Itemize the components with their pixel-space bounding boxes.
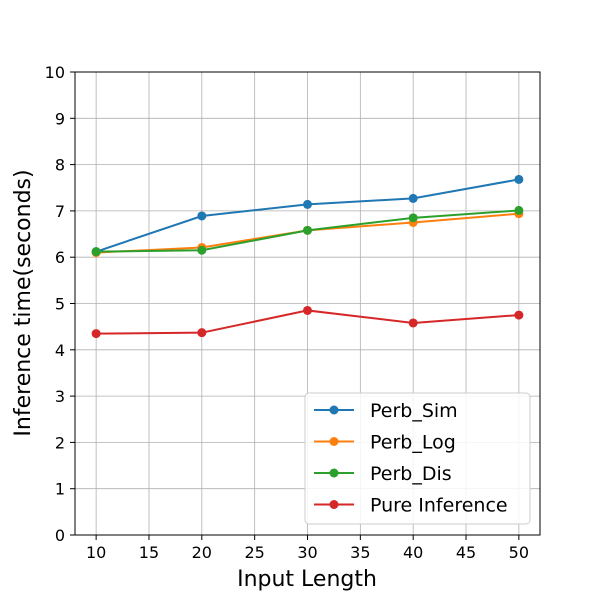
legend: Perb_Sim Perb_Log Perb_Dis Pure Inference [304,392,531,525]
x-tick-label: 50 [509,543,529,562]
series-layer [91,174,524,339]
series-pure-inference [91,305,524,339]
y-tick-label: 9 [55,109,65,128]
data-point [514,174,524,184]
legend-label: Perb_Dis [370,463,452,485]
y-axis-label: Inference time(seconds) [11,169,36,436]
x-tick-label: 45 [456,543,476,562]
legend-box [304,392,531,525]
y-tick-label: 6 [55,248,65,267]
legend-swatch-marker [329,405,339,415]
legend-label: Pure Inference [370,495,508,517]
legend-label: Perb_Sim [370,400,458,422]
data-point [408,213,418,223]
x-axis-label: Input Length [237,567,377,592]
legend-item: Pure Inference [314,495,508,517]
data-point [91,329,101,339]
y-tick-label: 10 [45,63,65,82]
y-axis: 0 1 2 3 4 5 6 7 8 9 10 [45,63,75,545]
data-point [91,247,101,257]
x-tick-label: 20 [192,543,212,562]
y-tick-label: 5 [55,295,65,314]
x-tick-label: 40 [403,543,423,562]
x-tick-label: 15 [139,543,159,562]
y-tick-label: 8 [55,156,65,175]
data-point [197,245,207,255]
data-point [303,199,312,209]
legend-swatch-marker [329,500,339,509]
data-point [408,318,418,328]
legend-swatch-marker [329,437,339,446]
x-tick-label: 25 [244,543,264,562]
y-tick-label: 2 [55,433,65,452]
legend-label: Perb_Log [370,432,456,454]
x-axis: 10 15 20 25 30 35 40 45 50 [86,535,529,562]
x-tick-label: 10 [86,543,106,562]
data-point [197,328,207,338]
data-point [197,211,207,221]
legend-item: Perb_Dis [314,463,452,485]
y-tick-label: 3 [55,387,65,406]
data-point [303,225,312,235]
legend-item: Perb_Sim [314,400,458,422]
x-tick-label: 35 [350,543,370,562]
y-tick-label: 7 [55,202,65,221]
data-point [408,193,418,203]
legend-swatch-marker [329,468,339,478]
series-perb-dis [91,205,524,257]
x-tick-label: 30 [297,543,317,562]
y-tick-label: 1 [55,480,65,499]
legend-item: Perb_Log [314,432,456,454]
data-point [514,310,524,320]
data-point [303,305,312,315]
y-tick-label: 0 [55,526,65,545]
data-point [514,205,524,215]
y-tick-label: 4 [55,341,65,360]
